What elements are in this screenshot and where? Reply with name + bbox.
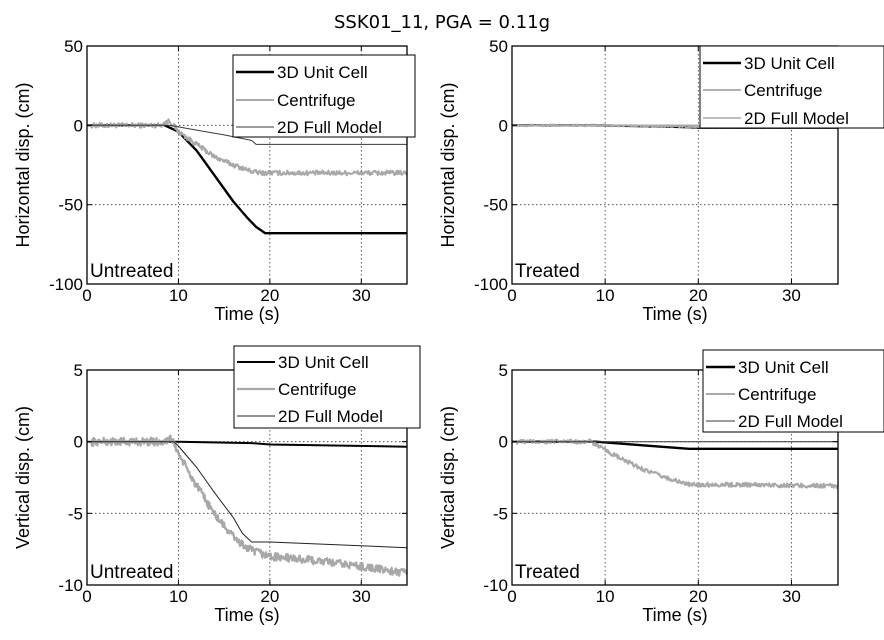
y-tick-label: -100 xyxy=(49,275,83,294)
axes-frame xyxy=(86,45,408,285)
axes-frame xyxy=(511,369,839,586)
y-tick-label: 0 xyxy=(74,433,83,452)
panel-bottom-right: 0 10 20 30 5 0 -5 -10 Time (s) Vertical disp. (cm… xyxy=(438,349,884,625)
y-tick-label: -50 xyxy=(483,196,508,215)
y-axis-label: Horizontal disp. (cm) xyxy=(438,82,458,247)
y-tick-label: 0 xyxy=(499,116,508,135)
x-tick-label: 10 xyxy=(169,587,188,606)
x-axis-label: Time (s) xyxy=(642,304,707,324)
legend: 3D Unit Cell Centrifuge 2D Full Model xyxy=(232,54,416,138)
y-tick-label: 50 xyxy=(64,37,83,56)
legend-label: 2D Full Model xyxy=(277,118,382,137)
x-tick-label: 0 xyxy=(507,286,516,305)
legend-label: 2D Full Model xyxy=(744,109,849,128)
y-axis-label: Horizontal disp. (cm) xyxy=(13,82,33,247)
y-tick-label: -100 xyxy=(474,275,508,294)
y-tick-label: 0 xyxy=(74,116,83,135)
y-axis-label: Vertical disp. (cm) xyxy=(13,406,33,549)
x-tick-label: 30 xyxy=(352,587,371,606)
legend-label: 2D Full Model xyxy=(278,407,383,426)
legend-label: 3D Unit Cell xyxy=(278,353,369,372)
panel-top-left: 0 10 20 30 50 0 -50 -100 Time (s) Horizontal disp… xyxy=(13,37,416,324)
legend-box xyxy=(702,349,884,433)
axes-frame xyxy=(511,45,839,285)
y-tick-label: -5 xyxy=(68,504,83,523)
figure-title: SSK01_11, PGA = 0.11g xyxy=(334,12,550,33)
legend-box xyxy=(699,45,884,129)
y-tick-label: -10 xyxy=(58,576,83,595)
legend-label: Centrifuge xyxy=(738,385,816,404)
x-axis-label: Time (s) xyxy=(642,605,707,625)
legend-label: 3D Unit Cell xyxy=(738,358,829,377)
x-tick-label: 30 xyxy=(782,286,801,305)
y-axis-label: Vertical disp. (cm) xyxy=(438,406,458,549)
legend: 3D Unit Cell Centrifuge 2D Full Model xyxy=(233,345,421,429)
legend-box xyxy=(232,54,416,138)
y-tick-label: 5 xyxy=(499,361,508,380)
y-tick-label: -5 xyxy=(493,504,508,523)
x-tick-label: 10 xyxy=(169,286,188,305)
legend-label: 3D Unit Cell xyxy=(277,63,368,82)
panel-annotation: Treated xyxy=(515,261,580,282)
series-line-2d-full-model xyxy=(87,124,407,145)
x-axis-label: Time (s) xyxy=(214,304,279,324)
legend: 3D Unit Cell Centrifuge 2D Full Model xyxy=(699,45,884,129)
x-tick-label: 30 xyxy=(352,286,371,305)
legend-label: Centrifuge xyxy=(278,380,356,399)
x-tick-label: 0 xyxy=(82,286,91,305)
y-tick-label: -50 xyxy=(58,196,83,215)
x-tick-label: 20 xyxy=(689,587,708,606)
y-tick-label: 50 xyxy=(489,37,508,56)
x-tick-label: 10 xyxy=(596,587,615,606)
series-line-3d-unit-cell xyxy=(87,124,407,235)
legend-label: 3D Unit Cell xyxy=(744,54,835,73)
panel-annotation: Untreated xyxy=(90,562,173,583)
legend-label: Centrifuge xyxy=(277,91,355,110)
panel-annotation: Treated xyxy=(515,562,580,583)
panel-annotation: Untreated xyxy=(90,261,173,282)
x-tick-label: 20 xyxy=(260,587,279,606)
x-tick-label: 20 xyxy=(260,286,279,305)
legend: 3D Unit Cell Centrifuge 2D Full Model xyxy=(702,349,884,433)
x-tick-label: 20 xyxy=(689,286,708,305)
x-axis-label: Time (s) xyxy=(214,605,279,625)
series-line-centrifuge xyxy=(87,434,407,577)
y-tick-label: 5 xyxy=(74,361,83,380)
x-tick-label: 10 xyxy=(596,286,615,305)
x-tick-label: 30 xyxy=(782,587,801,606)
panel-top-right: 0 10 20 30 50 0 -50 -100 Time (s) Horizontal disp… xyxy=(438,37,884,324)
panel-bottom-left: 0 10 20 30 5 0 -5 -10 Time (s) Vertical disp. (cm… xyxy=(13,345,421,625)
series-line-2d-full-model xyxy=(87,441,407,549)
x-tick-label: 0 xyxy=(507,587,516,606)
legend-label: 2D Full Model xyxy=(738,412,843,431)
y-tick-label: -10 xyxy=(483,576,508,595)
y-tick-label: 0 xyxy=(499,433,508,452)
legend-label: Centrifuge xyxy=(744,81,822,100)
legend-box xyxy=(233,345,421,429)
x-tick-label: 0 xyxy=(82,587,91,606)
